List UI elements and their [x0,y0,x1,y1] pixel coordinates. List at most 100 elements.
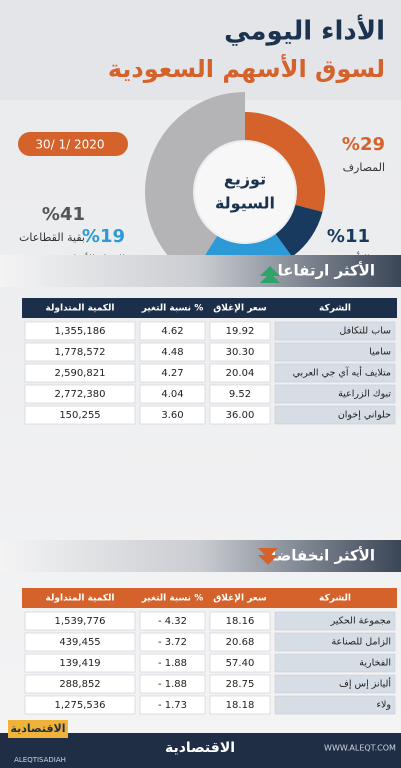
table-cell: 28.75 [226,679,255,690]
table-cell: 19.92 [226,326,255,337]
category-label: بقية القطاعات [19,231,85,244]
table-cell-bg [274,342,396,362]
table-cell-bg [274,632,396,652]
donut-slice [245,112,326,212]
column-header: الكمية المتداولة [46,594,115,604]
table-cell: 4.27 [161,368,183,379]
table-cell: 9.52 [229,389,251,400]
table-cell: 2,772,380 [55,389,106,400]
table-cell: - 1.88 [158,679,187,690]
date: 30/ 1/ 2020 [35,138,104,152]
table-cell: ساب للتكافل [339,326,391,337]
losers-table: الشركة سعر الإغلاق نسبة التغير % الكمية الم… [22,588,397,715]
table-cell-bg [139,611,206,631]
table-cell: ولاء [377,700,391,711]
table-cell-bg [209,363,271,383]
website: WWW.ALEQT.COM [324,744,396,753]
table-cell-bg [274,674,396,694]
table-cell: 57.40 [226,658,255,669]
table-header-bg [22,588,397,608]
table-cell-bg [274,695,396,715]
table-cell-bg [139,674,206,694]
section-title: الأكثر انخفاضا [271,547,375,565]
table-cell-bg [24,695,136,715]
table-cell: - 3.72 [158,637,187,648]
date-badge [18,132,128,156]
gainers-table: الشركة سعر الإغلاق نسبة التغير % الكمية الم… [22,298,397,425]
table-cell: 2,590,821 [55,368,106,379]
table-cell-bg [209,674,271,694]
table-cell-bg [24,653,136,673]
table-cell: 36.00 [226,410,255,421]
table-cell: 439,455 [59,637,100,648]
section-title: الأكثر ارتفاعا [278,262,375,280]
value-label: %11 [327,226,370,247]
table-cell-bg [274,405,396,425]
table-cell-bg [24,632,136,652]
table-cell-bg [139,632,206,652]
table-cell: - 1.88 [158,658,187,669]
donut-slice [275,204,323,257]
category-label: المصارف [343,161,385,174]
table-cell-bg [24,384,136,404]
value-label: %29 [342,134,385,155]
table-cell: 3.60 [161,410,183,421]
table-cell-bg [209,695,271,715]
table-cell: الفخارية [359,658,391,669]
column-header: الكمية المتداولة [46,304,115,314]
table-cell-bg [209,653,271,673]
table-cell: 20.68 [226,637,255,648]
table-cell-bg [274,653,396,673]
table-cell: 18.18 [226,700,255,711]
table-cell-bg [24,611,136,631]
column-header: الشركة [319,594,351,604]
table-cell: مجموعة الحكير [330,616,391,627]
table-cell-bg [209,342,271,362]
table-cell: 4.62 [161,326,183,337]
table-cell: 1,275,536 [55,700,106,711]
table-cell: 30.30 [226,347,255,358]
column-header: نسبة التغير % [141,304,203,314]
table-cell: 4.04 [161,389,183,400]
table-cell: - 4.32 [158,616,187,627]
table-cell: الزامل للصناعة [331,637,391,648]
table-cell-bg [209,384,271,404]
footer-bg [0,733,401,768]
subtitle: لسوق الأسهم السعودية [108,54,385,83]
table-cell: متلايف أيه آي جي العربي [293,366,391,379]
table-cell-bg [24,674,136,694]
table-cell: أليانز إس إف [339,677,391,690]
table-cell: ساميا [369,347,391,358]
header-bg [0,0,401,100]
table-cell-bg [209,632,271,652]
table-cell: تبوك الزراعية [338,389,391,400]
table-cell-bg [24,405,136,425]
stamp-bg [8,720,68,738]
table-cell: 1,539,776 [55,616,106,627]
table-cell-bg [139,321,206,341]
table-cell-bg [24,342,136,362]
social: ALEQTISADIAH [14,756,66,764]
table-cell-bg [24,363,136,383]
table-header-bg [22,298,397,318]
table-cell-bg [274,363,396,383]
table-cell: 4.48 [161,347,183,358]
column-header: نسبة التغير % [141,594,203,604]
center-label: السيولة [215,194,275,213]
table-cell: حلواني إخوان [338,410,391,421]
table-cell-bg [139,342,206,362]
table-cell: 18.16 [226,616,255,627]
table-cell-bg [274,321,396,341]
donut-slice [144,92,245,277]
table-cell: 139,419 [59,658,100,669]
table-cell: 20.04 [226,368,255,379]
table-cell: - 1.73 [158,700,187,711]
table-cell-bg [274,611,396,631]
down-arrow [258,548,278,565]
table-cell-bg [139,363,206,383]
table-cell: 150,255 [59,410,100,421]
column-header: سعر الإغلاق [213,304,267,314]
value-label: %19 [82,226,125,247]
column-header: الشركة [319,304,351,314]
